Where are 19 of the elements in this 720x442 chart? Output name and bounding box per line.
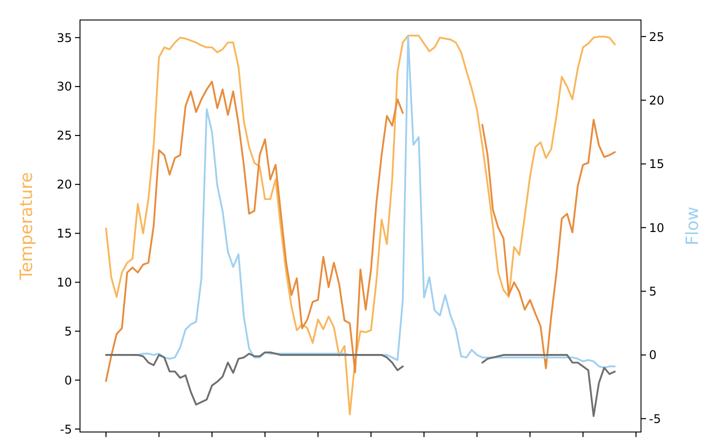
y-tick-label: 5 <box>64 324 72 338</box>
y-tick-label: 20 <box>56 178 72 192</box>
y-tick-label: 10 <box>56 275 72 290</box>
y-tick-label: 35 <box>56 30 72 45</box>
y-tick-label: 15 <box>56 226 72 241</box>
y2-tick-label: 10 <box>649 220 664 235</box>
y2-tick-label: -5 <box>649 412 661 426</box>
y2-tick-label: 20 <box>649 93 664 108</box>
y-tick-label: 30 <box>56 80 72 94</box>
y2-axis-title: Flow <box>683 206 703 246</box>
y-tick-label: -5 <box>60 422 72 436</box>
line-series <box>105 34 616 416</box>
y-tick-label: 25 <box>56 128 72 143</box>
y2-tick-label: 5 <box>649 284 657 298</box>
y-tick-label: 0 <box>64 373 72 388</box>
y2-tick-label: 25 <box>649 30 664 44</box>
y2-tick-label: 0 <box>649 348 657 362</box>
y2-tick-label: 15 <box>649 157 664 172</box>
y-axis-title: Temperature <box>17 172 37 281</box>
